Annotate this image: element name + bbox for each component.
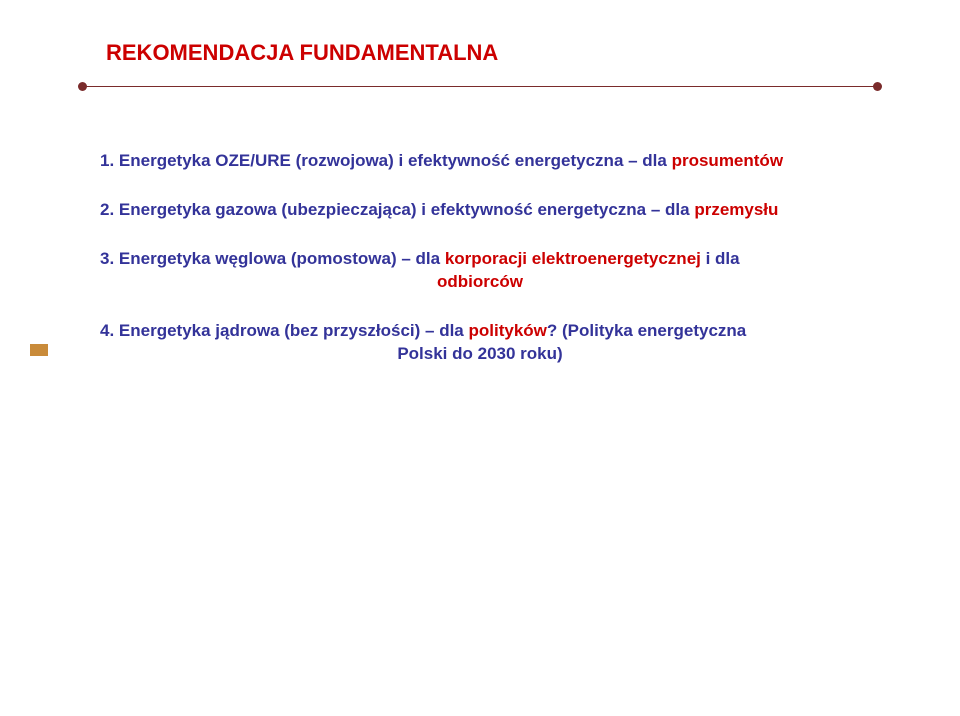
item-text: Energetyka OZE/URE (rozwojowa) i efektyw… <box>119 151 672 170</box>
rule-dot-right <box>873 82 882 91</box>
rule-line <box>80 86 880 87</box>
item-text: Energetyka gazowa (ubezpieczająca) i efe… <box>119 200 694 219</box>
slide-title: REKOMENDACJA FUNDAMENTALNA <box>106 40 860 66</box>
list-item: 1. Energetyka OZE/URE (rozwojowa) i efek… <box>100 150 860 173</box>
item-text: Energetyka jądrowa (bez przyszłości) – d… <box>119 321 469 340</box>
item-text-post: i dla <box>701 249 740 268</box>
item-highlight: prosumentów <box>672 151 783 170</box>
decorative-bar <box>30 344 48 356</box>
item-text-post: ? (Polityka energetyczna <box>547 321 746 340</box>
slide: REKOMENDACJA FUNDAMENTALNA 1. Energetyka… <box>0 0 960 716</box>
item-list: 1. Energetyka OZE/URE (rozwojowa) i efek… <box>100 150 860 366</box>
item-highlight: korporacji elektroenergetycznej <box>445 249 701 268</box>
item-highlight: przemysłu <box>694 200 778 219</box>
title-rule <box>80 84 880 90</box>
item-text: Energetyka węglowa (pomostowa) – dla <box>119 249 445 268</box>
item-number: 4. <box>100 321 114 340</box>
list-item: 3. Energetyka węglowa (pomostowa) – dla … <box>100 248 860 294</box>
item-tail: Polski do 2030 roku) <box>397 344 562 363</box>
list-item: 4. Energetyka jądrowa (bez przyszłości) … <box>100 320 860 366</box>
item-number: 1. <box>100 151 114 170</box>
item-highlight: polityków <box>468 321 546 340</box>
item-tail: odbiorców <box>437 272 523 291</box>
list-item: 2. Energetyka gazowa (ubezpieczająca) i … <box>100 199 860 222</box>
item-number: 2. <box>100 200 114 219</box>
item-number: 3. <box>100 249 114 268</box>
